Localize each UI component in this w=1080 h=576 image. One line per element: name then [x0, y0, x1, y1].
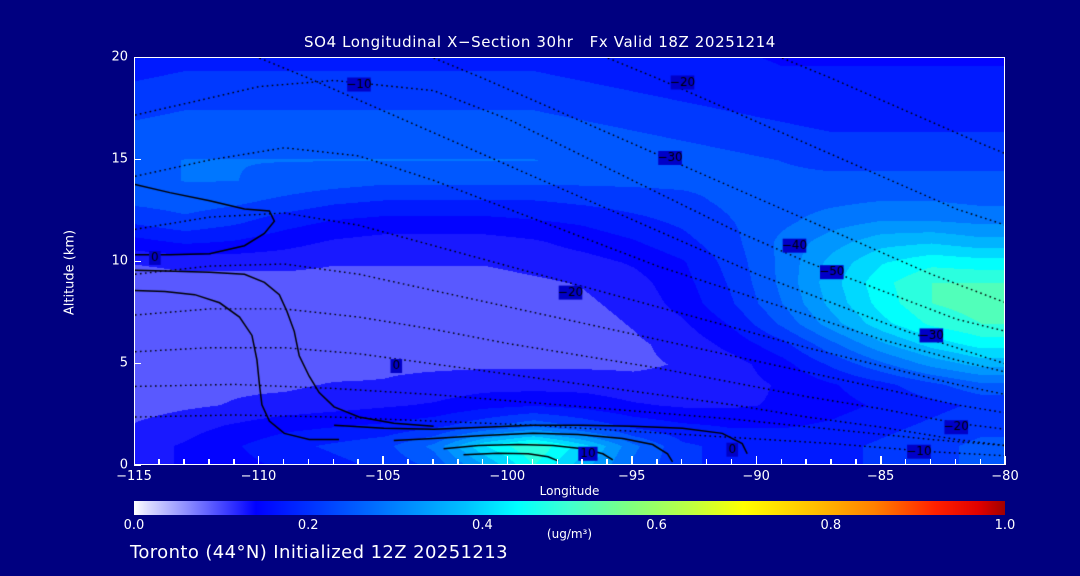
colorbar-gradient [134, 501, 1005, 515]
x-axis-tick-mark [233, 459, 235, 465]
colorbar-tick-label: 0.8 [820, 518, 842, 533]
x-axis-tick-label: −80 [991, 469, 1019, 484]
x-axis-tick-mark [929, 459, 932, 465]
y-axis-tick-label: 0 [119, 457, 128, 473]
x-axis-tick-mark [407, 459, 409, 465]
x-axis-tick-mark [880, 456, 882, 465]
x-axis-tick-mark [282, 459, 285, 465]
cross-section-field [135, 58, 1004, 464]
x-axis-tick-mark [730, 459, 733, 465]
x-axis-tick-mark [954, 459, 957, 465]
y-axis-tick-label: 10 [111, 253, 128, 269]
x-axis-tick-mark [631, 456, 633, 465]
x-axis-tick-mark [606, 459, 608, 465]
colorbar-tick-label: 1.0 [994, 518, 1016, 533]
x-axis-tick-mark [680, 459, 683, 465]
y-axis-tick-mark [134, 362, 141, 364]
x-axis-tick-mark [208, 459, 210, 465]
x-axis-tick-mark [481, 459, 484, 465]
y-axis-tick-mark [134, 260, 141, 262]
x-axis-tick-mark [357, 459, 359, 465]
x-axis-tick-mark [506, 456, 509, 465]
x-axis-tick-mark [457, 459, 459, 465]
x-axis-tick-mark [830, 459, 832, 465]
x-axis-tick-mark [432, 459, 434, 465]
x-axis-tick-label: −105 [364, 469, 401, 484]
x-axis-tick-mark [656, 459, 658, 465]
x-axis-tick-mark [531, 459, 534, 465]
colorbar-tick-label: 0.0 [123, 518, 145, 533]
x-axis-tick-mark [307, 459, 310, 465]
x-axis-tick-mark [705, 459, 708, 465]
x-axis-tick-label: −100 [489, 469, 526, 484]
x-axis-tick-mark [1004, 456, 1006, 465]
y-axis: 0 5 10 15 20 [62, 0, 128, 576]
x-axis-tick-mark [805, 459, 807, 465]
x-axis-tick-mark [332, 459, 335, 465]
x-axis-tick-mark [581, 459, 583, 465]
colorbar [134, 501, 1005, 515]
x-axis-tick-mark [183, 459, 185, 465]
x-axis-tick-mark [158, 459, 160, 465]
y-axis-tick-label: 15 [111, 151, 128, 167]
colorbar-tick-label: 0.6 [646, 518, 667, 533]
colorbar-tick-label: 0.2 [297, 518, 319, 533]
x-axis-tick-mark [382, 456, 384, 465]
x-axis-tick-mark [556, 459, 559, 465]
x-axis-tick-mark [904, 459, 907, 465]
page-title: SO4 Longitudinal X−Section 30hr Fx Valid… [304, 33, 776, 51]
y-axis-tick-mark [134, 464, 141, 466]
y-axis-tick-mark [134, 56, 141, 58]
y-axis-tick-mark [134, 158, 141, 160]
x-axis-tick-mark [755, 456, 758, 465]
y-axis-label: Altitude (km) [62, 229, 78, 316]
y-axis-tick-label: 5 [119, 355, 128, 371]
x-axis-tick-label: −95 [617, 469, 646, 484]
y-axis-tick-label: 20 [111, 49, 128, 65]
x-axis-tick-mark [133, 456, 135, 465]
x-axis-tick-mark [855, 459, 857, 465]
x-axis-tick-label: −90 [742, 469, 770, 484]
x-axis-tick-mark [979, 459, 982, 465]
x-axis-tick-label: −85 [866, 469, 895, 484]
plot-area [134, 57, 1005, 465]
colorbar-units-label: (ug/m³) [546, 527, 593, 541]
x-axis-tick-label: −110 [240, 469, 277, 484]
x-axis-tick-label: −115 [116, 469, 152, 484]
colorbar-tick-label: 0.4 [472, 518, 493, 533]
x-axis-label: Longitude [539, 484, 600, 498]
figure-caption: Toronto (44°N) Initialized 12Z 20251213 [130, 542, 508, 563]
x-axis-tick-mark [780, 459, 783, 465]
x-axis-tick-mark [257, 456, 260, 465]
